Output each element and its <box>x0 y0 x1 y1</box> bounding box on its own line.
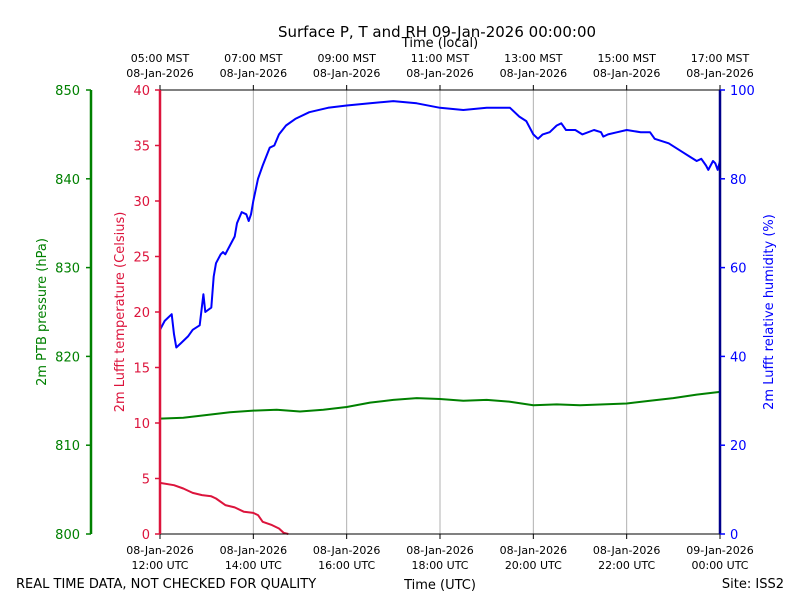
footer-quality-note: REAL TIME DATA, NOT CHECKED FOR QUALITY <box>16 577 316 592</box>
top-tick-label: 17:00 MST <box>691 52 750 65</box>
humidity-tick-label: 60 <box>730 262 747 277</box>
top-tick-label: 08-Jan-2026 <box>500 67 568 80</box>
top-tick-label: 05:00 MST <box>131 52 190 65</box>
x-tick-label: 12:00 UTC <box>131 559 188 572</box>
pressure-tick-label: 800 <box>55 528 80 543</box>
x-tick-label: 08-Jan-2026 <box>126 544 194 557</box>
humidity-line <box>159 100 721 349</box>
humidity-tick-label: 80 <box>730 173 747 188</box>
x-tick-label: 14:00 UTC <box>225 559 282 572</box>
x-tick-label: 16:00 UTC <box>318 559 375 572</box>
top-tick-label: 08-Jan-2026 <box>126 67 194 80</box>
humidity-tick-label: 0 <box>730 528 738 543</box>
humidity-tick-label: 40 <box>730 350 747 365</box>
temperature-tick-label: 0 <box>142 528 150 543</box>
temperature-line <box>159 481 289 535</box>
top-tick-label: 08-Jan-2026 <box>406 67 474 80</box>
x-tick-label: 08-Jan-2026 <box>406 544 474 557</box>
x-tick-label: 08-Jan-2026 <box>313 544 381 557</box>
top-tick-label: 07:00 MST <box>224 52 283 65</box>
pressure-tick-label: 830 <box>55 262 80 277</box>
humidity-axis-label: 2m Lufft relative humidity (%) <box>762 214 777 410</box>
temperature-tick-label: 15 <box>133 362 150 377</box>
x-axis-label: Time (UTC) <box>403 578 476 593</box>
pressure-tick-label: 850 <box>55 84 80 99</box>
x-tick-label: 08-Jan-2026 <box>220 544 288 557</box>
series-layer <box>159 100 721 535</box>
top-tick-label: 08-Jan-2026 <box>686 67 754 80</box>
temperature-tick-label: 20 <box>133 306 150 321</box>
x-tick-label: 00:00 UTC <box>691 559 748 572</box>
x-tick-label: 18:00 UTC <box>411 559 468 572</box>
top-tick-label: 08-Jan-2026 <box>593 67 661 80</box>
top-tick-label: 13:00 MST <box>504 52 563 65</box>
top-tick-label: 11:00 MST <box>411 52 470 65</box>
top-tick-label: 15:00 MST <box>597 52 656 65</box>
temperature-tick-label: 40 <box>133 84 150 99</box>
x-tick-label: 20:00 UTC <box>505 559 562 572</box>
x-tick-label: 08-Jan-2026 <box>500 544 568 557</box>
humidity-tick-label: 20 <box>730 439 747 454</box>
temperature-tick-label: 35 <box>133 140 150 155</box>
temperature-tick-label: 5 <box>142 473 150 488</box>
pressure-axis-label: 2m PTB pressure (hPa) <box>35 238 50 386</box>
pressure-tick-label: 840 <box>55 173 80 188</box>
pressure-tick-label: 810 <box>55 439 80 454</box>
pressure-tick-label: 820 <box>55 350 80 365</box>
chart-title: Surface P, T and RH 09-Jan-2026 00:00:00 <box>278 23 596 41</box>
vertical-gridlines <box>252 90 628 534</box>
temperature-axis-label: 2m Lufft temperature (Celsius) <box>113 212 128 413</box>
top-tick-label: 08-Jan-2026 <box>313 67 381 80</box>
footer-site: Site: ISS2 <box>722 577 784 592</box>
x-tick-label: 22:00 UTC <box>598 559 655 572</box>
top-tick-label: 09:00 MST <box>317 52 376 65</box>
temperature-tick-label: 25 <box>133 251 150 266</box>
top-axis-label: Time (local) <box>401 36 478 51</box>
x-tick-label: 08-Jan-2026 <box>593 544 661 557</box>
axes-layer: 08-Jan-2026 12:00 UTC 08-Jan-2026 14:00 UTC… <box>55 52 755 572</box>
temperature-tick-label: 30 <box>133 195 150 210</box>
temperature-tick-label: 10 <box>133 417 150 432</box>
pressure-line <box>159 390 721 420</box>
humidity-tick-label: 100 <box>730 84 755 99</box>
top-tick-label: 08-Jan-2026 <box>220 67 288 80</box>
x-tick-label: 09-Jan-2026 <box>686 544 754 557</box>
